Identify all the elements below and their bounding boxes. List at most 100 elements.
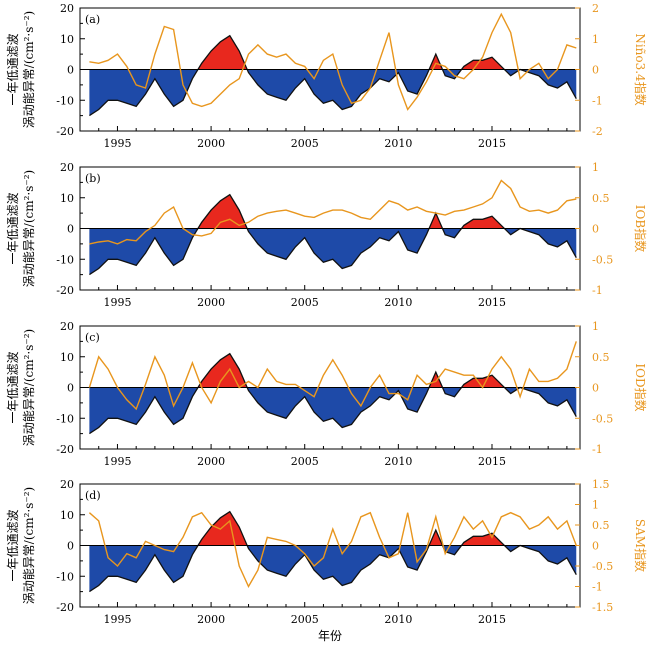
- left-tick-label: 20: [60, 161, 74, 174]
- x-tick-label: 1995: [103, 296, 131, 309]
- right-tick-label: -0.5: [592, 560, 613, 573]
- x-tick-label: 2010: [384, 137, 412, 150]
- right-tick-label: -0.5: [592, 412, 613, 425]
- left-tick-label: 20: [60, 2, 74, 15]
- right-tick-label: -1: [592, 443, 603, 456]
- left-tick-label: -10: [56, 94, 74, 107]
- left-ylabel-line1: 一年低通滤波: [6, 351, 20, 423]
- eke-positive-area: [89, 35, 577, 70]
- right-tick-label: -1: [592, 581, 603, 594]
- left-tick-label: 0: [67, 382, 74, 395]
- eke-positive-area: [89, 353, 577, 388]
- x-tick-label: 2000: [197, 137, 225, 150]
- right-tick-label: 1.5: [592, 478, 610, 491]
- right-tick-label: 0: [592, 223, 599, 236]
- panel-b: -20 -10 0 10 20 -1 -0.5 0 0.5 1 1995 2000 2005 2010 20…: [6, 161, 648, 309]
- left-ylabel-line1: 一年低通滤波: [6, 192, 20, 264]
- left-tick-label: -10: [56, 412, 74, 425]
- x-tick-label: 2010: [384, 296, 412, 309]
- left-tick-label: 0: [67, 223, 74, 236]
- x-tick-label: 2000: [197, 296, 225, 309]
- left-ylabel-line2: 涡动能异常/(cm²·s⁻²): [22, 11, 36, 128]
- x-tick-label: 2015: [478, 137, 506, 150]
- index-line: [89, 179, 577, 245]
- x-tick-label: 2015: [478, 455, 506, 468]
- panel-label: (a): [85, 13, 100, 26]
- left-ylabel-line1: 一年低通滤波: [6, 33, 20, 105]
- left-tick-label: 10: [60, 33, 74, 46]
- right-tick-label: 1: [592, 499, 599, 512]
- x-tick-label: 2015: [478, 296, 506, 309]
- right-tick-label: 0: [592, 64, 599, 77]
- left-tick-label: 0: [67, 64, 74, 77]
- left-ylabel-line2: 涡动能异常/(cm²·s⁻²): [22, 487, 36, 604]
- left-tick-label: 0: [67, 540, 74, 553]
- eke-positive-area: [89, 511, 577, 546]
- left-ylabel-line1: 一年低通滤波: [6, 509, 20, 581]
- eke-line: [89, 34, 577, 117]
- eke-negative-area: [89, 69, 577, 116]
- eke-negative-area: [89, 228, 577, 275]
- x-tick-label: 1995: [103, 455, 131, 468]
- left-tick-label: -10: [56, 570, 74, 583]
- right-tick-label: 1: [592, 33, 599, 46]
- x-tick-label: 2005: [291, 455, 319, 468]
- x-tick-label: 2010: [384, 613, 412, 626]
- eke-line: [89, 510, 577, 593]
- left-tick-label: 20: [60, 320, 74, 333]
- left-tick-label: 20: [60, 478, 74, 491]
- right-tick-label: 0.5: [592, 351, 610, 364]
- right-tick-label: -0.5: [592, 253, 613, 266]
- left-tick-label: -20: [56, 443, 74, 456]
- right-tick-label: 2: [592, 2, 599, 15]
- eke-line: [89, 193, 577, 276]
- right-tick-label: 1: [592, 161, 599, 174]
- x-tick-label: 2005: [291, 296, 319, 309]
- right-tick-label: 0.5: [592, 192, 610, 205]
- panel-label: (d): [85, 489, 101, 502]
- right-tick-label: 0: [592, 382, 599, 395]
- left-tick-label: -20: [56, 284, 74, 297]
- left-ylabel-line2: 涡动能异常/(cm²·s⁻²): [22, 170, 36, 287]
- right-tick-label: 0.5: [592, 519, 610, 532]
- left-tick-label: 10: [60, 192, 74, 205]
- left-tick-label: -10: [56, 253, 74, 266]
- eke-negative-area: [89, 387, 577, 434]
- left-tick-label: 10: [60, 509, 74, 522]
- right-tick-label: -2: [592, 125, 603, 138]
- index-line: [89, 12, 577, 111]
- panel-d: -20 -10 0 10 20 -1.5 -1 -0.5 0 0.5 1 1.5 1995 2000 200…: [6, 478, 648, 626]
- x-tick-label: 2005: [291, 613, 319, 626]
- eke-negative-area: [89, 545, 577, 592]
- right-tick-label: -1: [592, 94, 603, 107]
- right-tick-label: -1: [592, 284, 603, 297]
- panel-label: (b): [85, 172, 101, 185]
- right-ylabel: Niño3.4指数: [633, 33, 648, 105]
- right-ylabel: IOB指数: [633, 205, 648, 252]
- left-ylabel-line2: 涡动能异常/(cm²·s⁻²): [22, 329, 36, 446]
- right-ylabel: IOD指数: [633, 363, 648, 411]
- x-tick-label: 1995: [103, 613, 131, 626]
- index-line: [88, 341, 577, 411]
- index-line: [88, 511, 577, 589]
- x-tick-label: 2000: [197, 613, 225, 626]
- right-ylabel: SAM指数: [633, 519, 648, 572]
- left-tick-label: -20: [56, 601, 74, 614]
- left-tick-label: -20: [56, 125, 74, 138]
- x-tick-label: 2010: [384, 455, 412, 468]
- right-tick-label: 1: [592, 320, 599, 333]
- x-tick-label: 2000: [197, 455, 225, 468]
- eke-positive-area: [89, 194, 577, 229]
- x-tick-label: 2015: [478, 613, 506, 626]
- left-tick-label: 10: [60, 351, 74, 364]
- x-tick-label: 2005: [291, 137, 319, 150]
- x-axis-label: 年份: [318, 629, 342, 643]
- panel-label: (c): [85, 331, 100, 344]
- panel-c: -20 -10 0 10 20 -1 -0.5 0 0.5 1 1995 2000 2005 2010 20…: [6, 320, 648, 468]
- right-tick-label: 0: [592, 540, 599, 553]
- right-tick-label: -1.5: [592, 601, 613, 614]
- x-tick-label: 1995: [103, 137, 131, 150]
- eke-line: [89, 352, 577, 435]
